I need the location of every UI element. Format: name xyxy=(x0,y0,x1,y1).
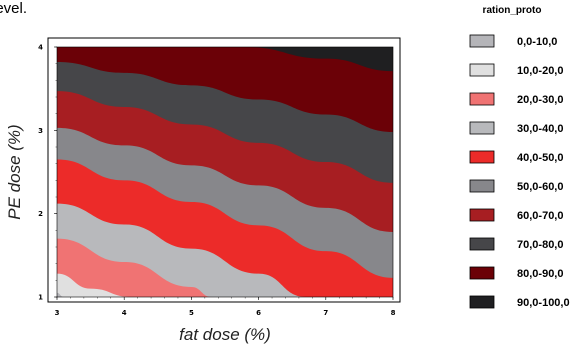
legend-swatch xyxy=(469,295,495,309)
legend-label: 90,0-100,0 xyxy=(517,297,570,309)
legend-swatch xyxy=(469,208,495,222)
y-axis-title: PE dose (%) xyxy=(5,124,24,219)
contour-bands xyxy=(57,47,393,297)
legend-label: 50,0-60,0 xyxy=(517,181,563,193)
legend-title: ration_proto xyxy=(483,5,542,16)
x-tick-label: 4 xyxy=(122,309,127,317)
contour-band xyxy=(243,47,393,72)
legend-swatch xyxy=(469,92,495,106)
y-tick-label: 1 xyxy=(38,294,43,302)
y-tick-label: 3 xyxy=(38,127,43,135)
legend-label: 60,0-70,0 xyxy=(517,210,563,222)
legend-swatch xyxy=(469,266,495,280)
x-axis: 3 4 5 6 7 8 xyxy=(55,297,396,317)
legend-swatch xyxy=(469,237,495,251)
legend-swatch xyxy=(469,63,495,77)
legend-label: 20,0-30,0 xyxy=(517,94,563,106)
y-tick-label: 2 xyxy=(38,210,43,218)
legend-label: 0,0-10,0 xyxy=(517,36,557,48)
legend-swatch xyxy=(469,121,495,135)
x-tick-label: 3 xyxy=(55,309,60,317)
legend-swatch xyxy=(469,179,495,193)
legend-swatch xyxy=(469,34,495,48)
x-tick-label: 8 xyxy=(391,309,396,317)
legend-label: 80,0-90,0 xyxy=(517,268,563,280)
y-axis: 1 2 3 4 xyxy=(38,44,57,302)
x-axis-title: fat dose (%) xyxy=(179,325,271,344)
x-tick-label: 7 xyxy=(323,309,328,317)
contour-band xyxy=(57,47,393,132)
legend-label: 30,0-40,0 xyxy=(517,123,563,135)
legend-label: 40,0-50,0 xyxy=(517,152,563,164)
legend: 0,0-10,0 10,0-20,0 20,0-30,0 30,0-40,0 40,0-… xyxy=(469,34,570,309)
legend-label: 70,0-80,0 xyxy=(517,239,563,251)
x-tick-label: 5 xyxy=(189,309,194,317)
y-tick-label: 4 xyxy=(38,44,43,52)
top-text-fragment: level. xyxy=(0,0,27,17)
legend-swatch xyxy=(469,150,495,164)
x-tick-label: 6 xyxy=(256,309,261,317)
plot-area-border xyxy=(56,46,394,298)
legend-label: 10,0-20,0 xyxy=(517,65,563,77)
